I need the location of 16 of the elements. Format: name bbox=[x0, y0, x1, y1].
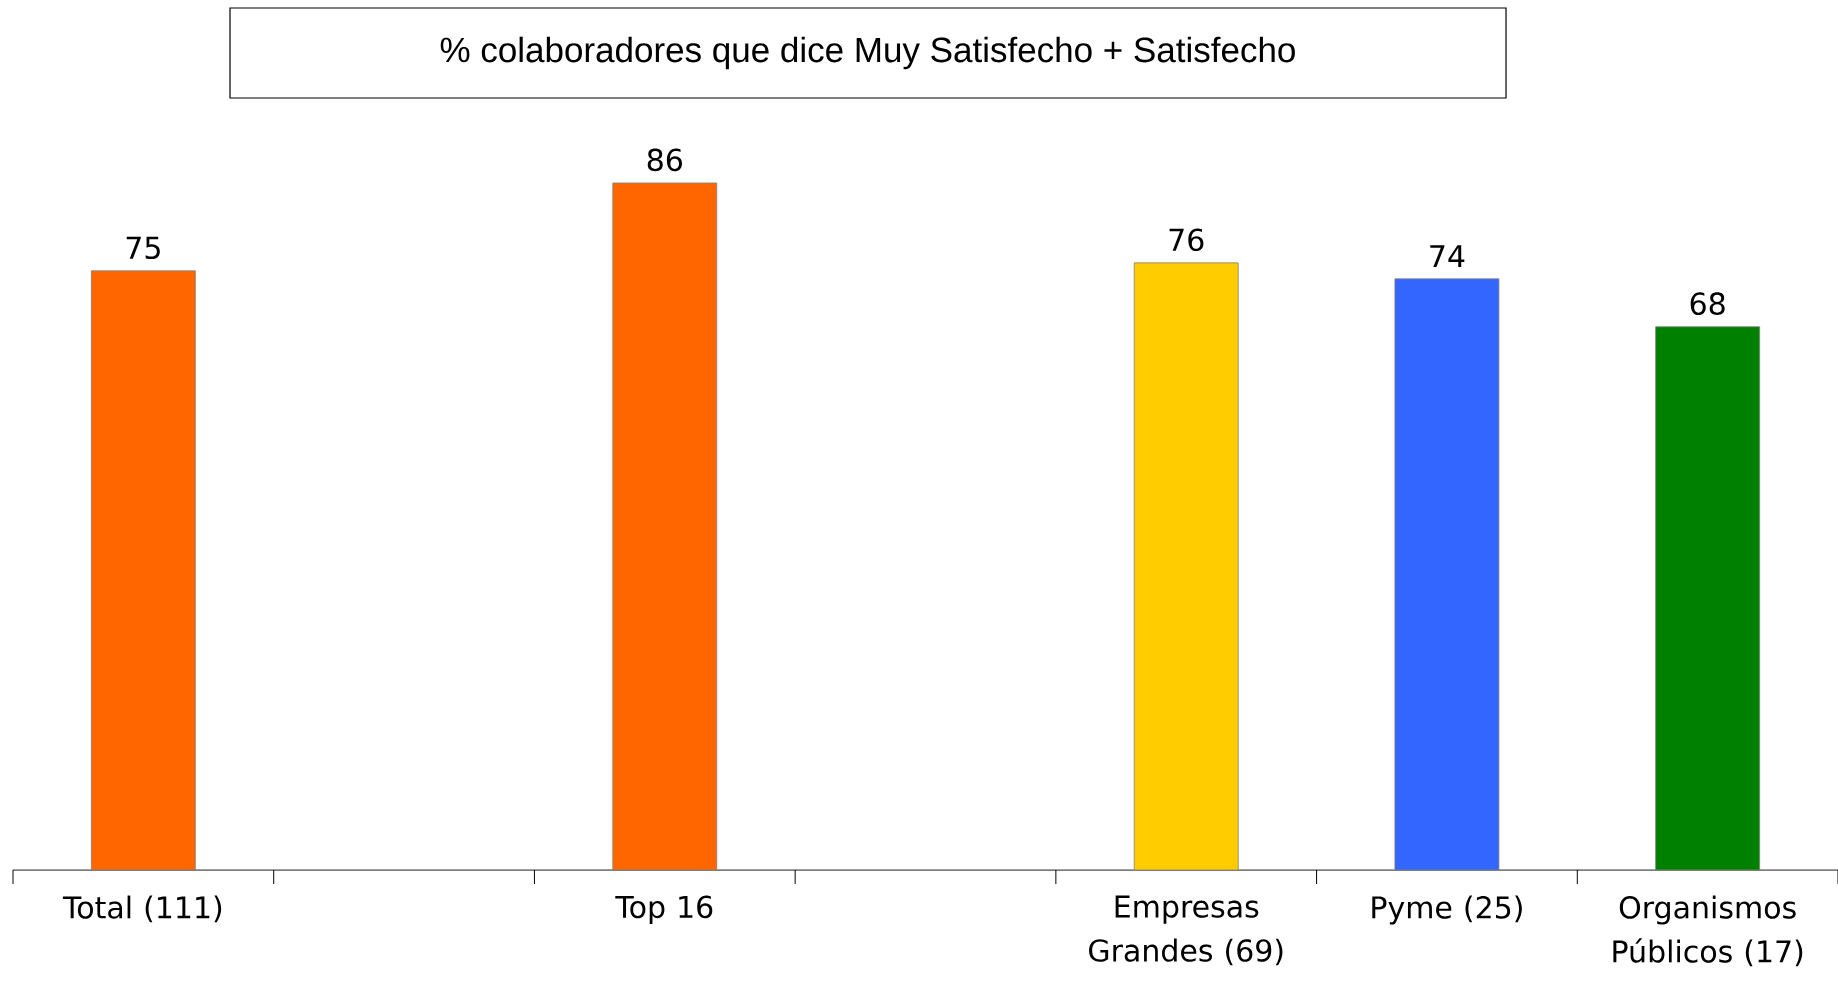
x-tick-label: Empresas Grandes (69) bbox=[1089, 895, 1283, 966]
data-label: 76 bbox=[1169, 228, 1204, 252]
x-tick-label: Pyme (25) bbox=[1372, 895, 1522, 925]
x-tick-label: Top 16 bbox=[615, 895, 713, 925]
x-tick-label: Organismos Públicos (17) bbox=[1613, 895, 1803, 967]
x-tick-label: Total (111) bbox=[62, 895, 222, 923]
bar bbox=[90, 270, 196, 871]
data-label: 68 bbox=[1690, 292, 1725, 316]
bar bbox=[1133, 262, 1239, 871]
data-label: 75 bbox=[126, 236, 160, 260]
bar bbox=[612, 182, 718, 871]
data-label: 86 bbox=[647, 148, 682, 172]
bar bbox=[1655, 326, 1761, 871]
data-label: 74 bbox=[1430, 245, 1465, 268]
bar bbox=[1394, 278, 1500, 871]
chart-title: % colaboradores que dice Muy Satisfecho + Satisfecho bbox=[440, 36, 1295, 70]
